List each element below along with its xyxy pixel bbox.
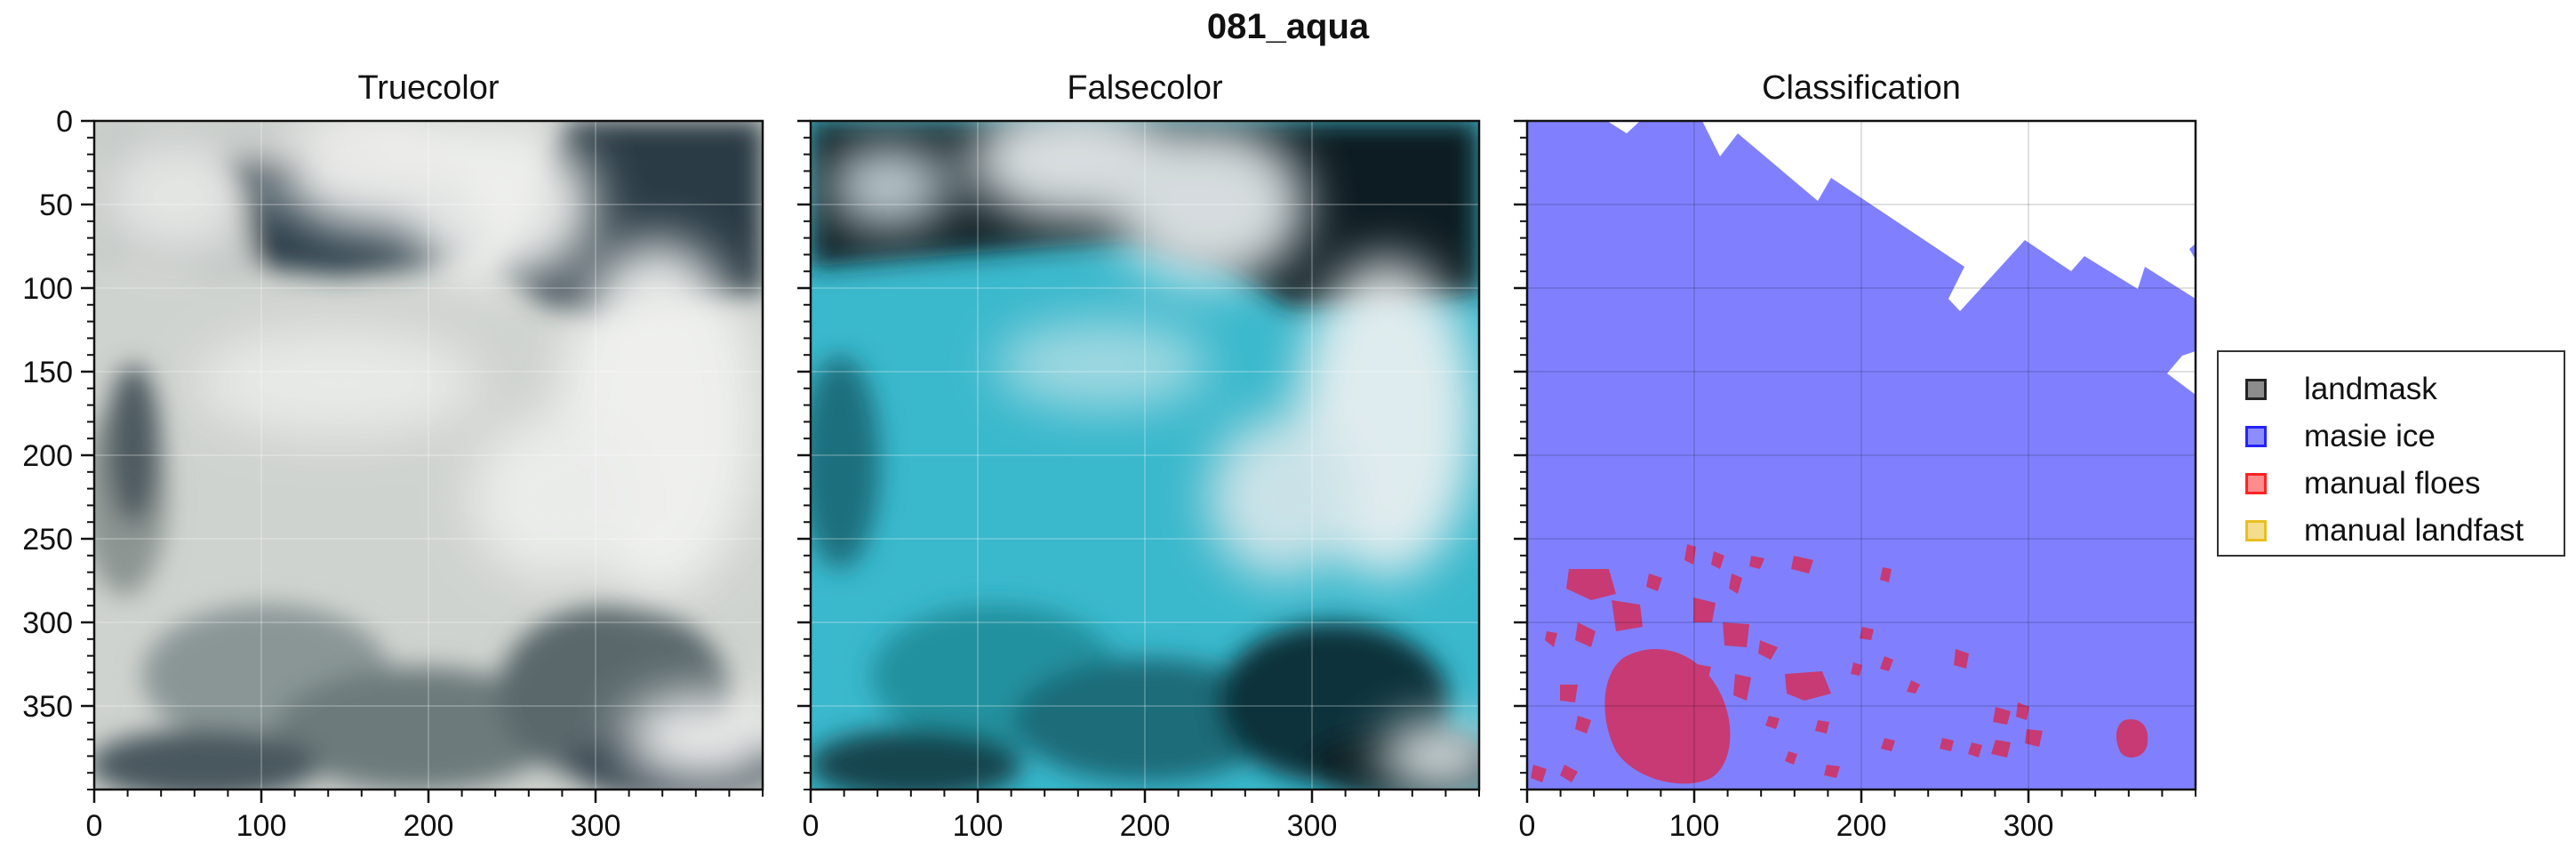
x-tick-label: 300 [1287,809,1338,843]
manual-floes [1531,544,2148,784]
y-tick-label: 350 [22,690,73,724]
falsecolor-image [811,121,1479,790]
legend-label-masie-ice: masie ice [2304,419,2436,453]
x-tick-label: 300 [2004,809,2054,843]
chart-legend: landmask masie ice manual floes manual l… [2217,350,2565,557]
y-tick-label: 150 [22,356,73,389]
y-tick-label: 0 [56,105,73,139]
classification-image [1527,121,2196,790]
legend-item-manual-floes: manual floes [2245,466,2480,501]
y-tick-label: 100 [22,272,73,306]
legend-label-landmask: landmask [2304,372,2437,406]
x-tick-label: 100 [953,809,1004,843]
x-tick-label: 100 [236,809,287,843]
figure-title: 081_aqua [1206,7,1370,46]
legend-item-masie-ice: masie ice [2245,419,2436,454]
legend-swatch-masie-ice [2245,426,2267,447]
y-tick-label: 300 [22,606,73,640]
x-tick-label: 200 [1120,809,1171,843]
legend-swatch-manual-floes [2245,473,2267,494]
x-tick-label: 200 [404,809,454,843]
y-tick-label: 200 [22,439,73,473]
x-tick-label: 0 [86,809,103,843]
legend-item-manual-landfast: manual landfast [2245,513,2524,549]
legend-swatch-landmask [2245,379,2267,400]
legend-swatch-manual-landfast [2245,520,2267,541]
x-tick-label: 200 [1836,809,1887,843]
y-tick-label: 50 [39,188,73,222]
x-tick-label: 100 [1669,809,1720,843]
legend-label-manual-floes: manual floes [2304,466,2481,501]
legend-label-manual-landfast: manual landfast [2304,513,2524,548]
panel-title-truecolor: Truecolor [357,69,500,107]
masie-ice-fleck [2189,244,2196,260]
panel-title-classification: Classification [1762,69,1961,107]
legend-item-landmask: landmask [2245,372,2437,407]
x-tick-label: 300 [571,809,621,843]
truecolor-image [94,121,763,790]
x-tick-label: 0 [1519,809,1536,843]
x-tick-label: 0 [803,809,820,843]
panel-title-falsecolor: Falsecolor [1067,69,1223,107]
y-tick-label: 250 [22,523,73,557]
